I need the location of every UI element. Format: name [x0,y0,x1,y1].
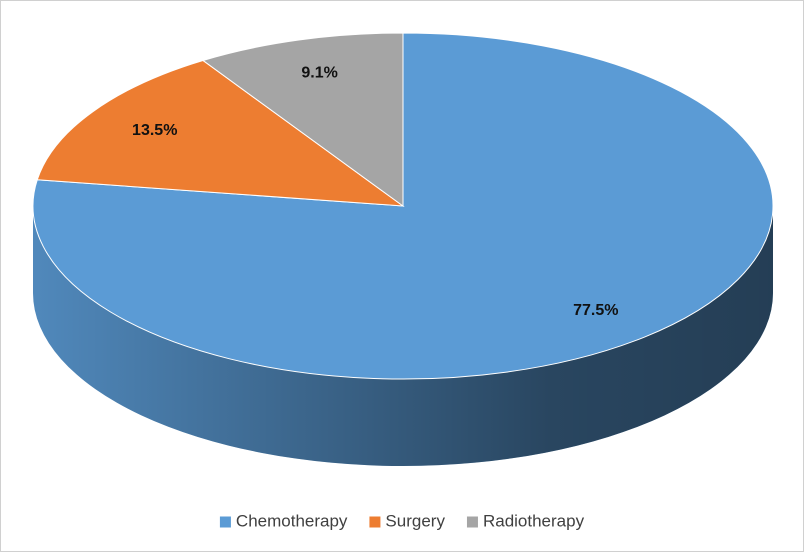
legend-label: Chemotherapy [236,511,348,530]
pie: 77.5% 13.5% 9.1% [32,32,774,466]
legend-swatch [466,516,478,528]
legend-label: Radiotherapy [483,511,585,530]
legend: Chemotherapy Surgery Radiotherapy [219,511,585,530]
slice [201,32,404,207]
legend-swatch [369,516,381,528]
side-shade [33,206,773,466]
data-label: 77.5% [573,302,618,319]
data-label: 13.5% [132,122,177,139]
legend-label: Surgery [385,511,445,530]
legend-swatch [219,516,231,528]
data-label: 9.1% [301,64,337,81]
slice [36,59,405,207]
